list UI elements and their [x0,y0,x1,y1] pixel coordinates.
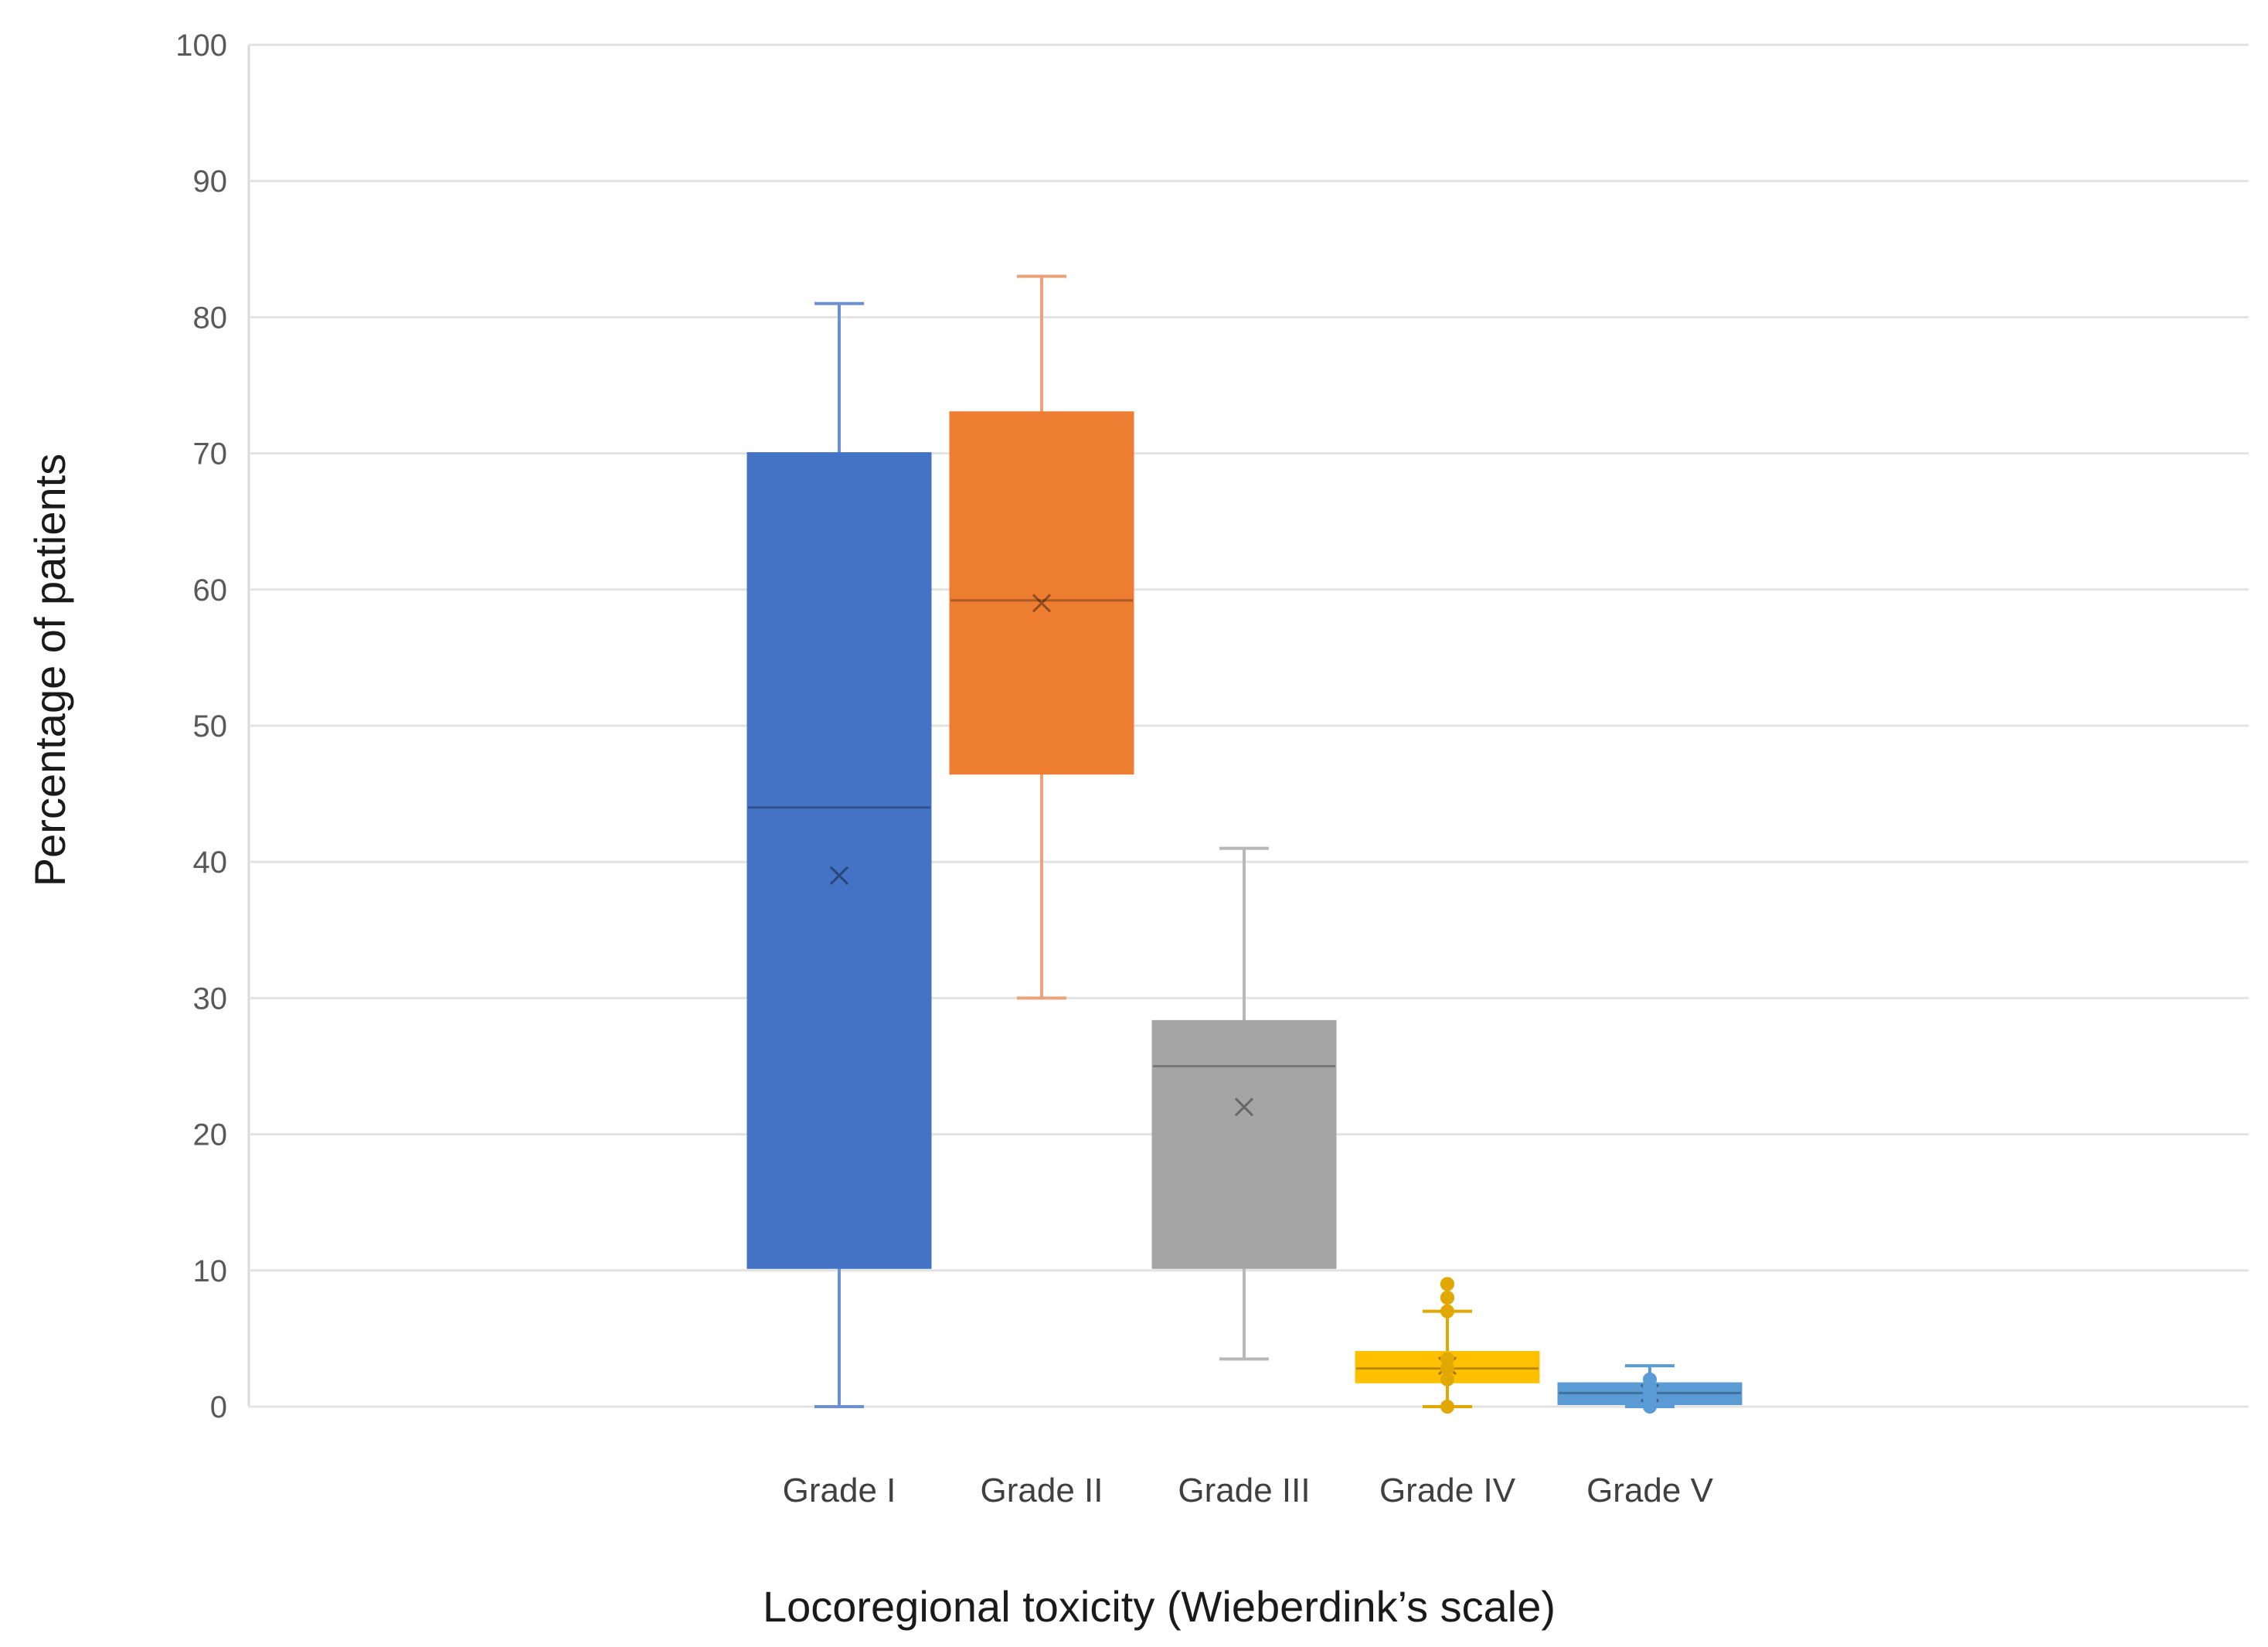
data-point-grade-iv-3 [1440,1352,1454,1366]
y-tick-label-60: 60 [193,573,228,607]
y-tick-labels: 0 10 20 30 40 50 60 70 80 90 100 [175,29,227,1424]
y-tick-label-90: 90 [193,165,228,199]
mean-marker-grade-iii [1234,1097,1254,1117]
data-point-grade-iv-4 [1440,1304,1454,1319]
data-point-grade-iv-0 [1440,1400,1454,1414]
y-tick-label-100: 100 [175,29,227,63]
mean-marker-grade-ii [1032,594,1052,613]
category-label-grade-iii: Grade III [1178,1472,1310,1509]
box-grade-i [746,301,932,1408]
y-tick-label-0: 0 [210,1390,227,1424]
y-tick-label-80: 80 [193,301,228,335]
boxes [746,274,1743,1414]
outlier-grade-iv-0 [1440,1277,1454,1291]
category-labels: Grade I Grade II Grade III Grade IV Grade V [783,1472,1714,1509]
y-tick-label-20: 20 [193,1118,228,1152]
box-grade-iv [1355,1277,1540,1414]
y-axis-title: Percentage of patients [26,454,74,886]
category-label-grade-v: Grade V [1586,1472,1714,1509]
box-grade-v [1557,1364,1743,1414]
category-label-grade-ii: Grade II [981,1472,1103,1509]
box-grade-ii [949,274,1134,1000]
y-tick-label-50: 50 [193,710,228,744]
y-tick-label-30: 30 [193,982,228,1016]
mean-marker-grade-i [829,866,849,885]
x-axis-title: Locoregional toxicity (Wieberdink’s scal… [763,1582,1556,1631]
category-label-grade-i: Grade I [783,1472,896,1509]
y-tick-label-10: 10 [193,1254,228,1288]
outlier-grade-iv-1 [1440,1291,1454,1305]
category-label-grade-iv: Grade IV [1379,1472,1516,1509]
gridlines [247,43,2249,1408]
data-point-grade-v-4 [1643,1372,1657,1387]
y-tick-label-40: 40 [193,846,228,880]
iqr-box-grade-ii [949,411,1134,775]
y-tick-label-70: 70 [193,437,228,471]
box-grade-iii [1151,846,1337,1361]
iqr-box-grade-i [746,452,932,1269]
iqr-box-grade-iii [1151,1019,1337,1269]
